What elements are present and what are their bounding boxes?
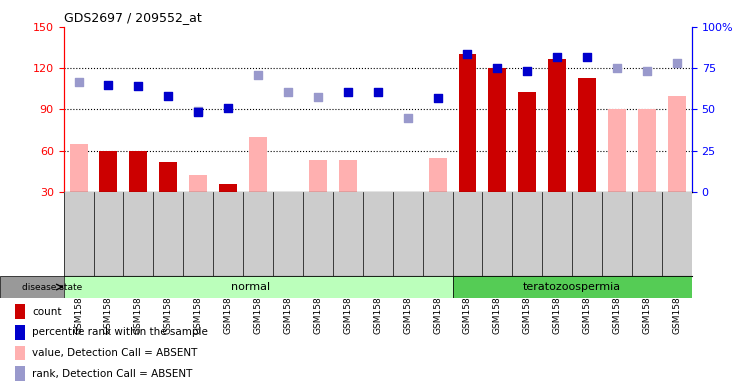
Point <box>192 109 204 115</box>
Bar <box>99 151 117 192</box>
Point <box>372 88 384 94</box>
Text: percentile rank within the sample: percentile rank within the sample <box>32 328 208 338</box>
Point <box>73 79 85 85</box>
Bar <box>668 96 686 192</box>
Bar <box>159 181 177 192</box>
Point <box>162 93 174 99</box>
Point <box>462 51 473 58</box>
Text: rank, Detection Call = ABSENT: rank, Detection Call = ABSENT <box>32 369 192 379</box>
Bar <box>159 162 177 192</box>
Bar <box>15 325 25 340</box>
Text: count: count <box>32 307 61 317</box>
Bar <box>638 109 656 192</box>
Point <box>252 72 264 78</box>
Text: value, Detection Call = ABSENT: value, Detection Call = ABSENT <box>32 348 197 358</box>
Point <box>671 60 683 66</box>
Point <box>641 68 653 74</box>
Text: normal: normal <box>231 282 270 292</box>
Point <box>282 88 294 94</box>
Point <box>342 88 354 94</box>
Bar <box>219 184 237 192</box>
Bar <box>15 346 25 361</box>
Point <box>521 68 533 74</box>
Bar <box>578 78 596 192</box>
Bar <box>488 68 506 192</box>
Bar <box>64 276 453 298</box>
Bar <box>189 175 207 192</box>
Bar <box>608 109 626 192</box>
Bar <box>15 366 25 381</box>
Point <box>491 65 503 71</box>
Bar <box>369 192 387 206</box>
Bar <box>70 144 88 192</box>
Bar <box>453 276 692 298</box>
Point <box>581 54 593 60</box>
Bar <box>129 151 147 192</box>
Bar <box>249 137 267 192</box>
Point <box>192 108 204 114</box>
Bar <box>309 161 327 192</box>
Point <box>222 105 234 111</box>
Point <box>432 95 444 101</box>
Bar <box>459 55 476 192</box>
Bar <box>548 58 566 192</box>
Point <box>611 65 623 71</box>
Point <box>551 54 563 60</box>
Text: teratozoospermia: teratozoospermia <box>523 282 622 292</box>
Point <box>132 83 144 89</box>
Bar <box>518 91 536 192</box>
Point <box>312 94 324 100</box>
Bar <box>339 161 357 192</box>
Point <box>402 115 414 121</box>
Bar <box>15 305 25 319</box>
Point <box>102 82 114 88</box>
Text: disease state: disease state <box>22 283 82 291</box>
Text: GDS2697 / 209552_at: GDS2697 / 209552_at <box>64 11 201 24</box>
Bar <box>429 157 447 192</box>
